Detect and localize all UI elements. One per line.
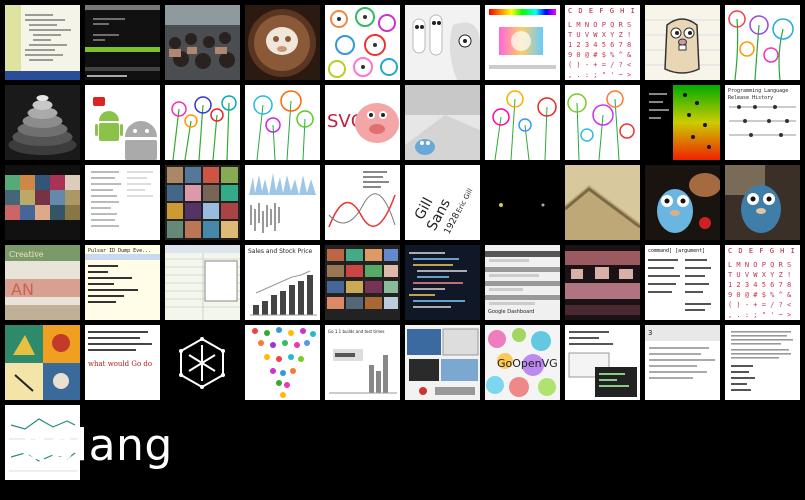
tile-gopher-sticks[interactable] bbox=[405, 5, 480, 80]
svg-text:L M N O P Q R S: L M N O P Q R S bbox=[728, 261, 791, 269]
tile-doc-page[interactable]: 3 bbox=[645, 325, 720, 400]
tile-text-waves[interactable] bbox=[325, 165, 400, 240]
stock-chart-title: Sales and Stock Price bbox=[248, 248, 313, 255]
tile-flower-burst[interactable] bbox=[725, 5, 800, 80]
tile-quote[interactable]: what would Go do bbox=[85, 325, 160, 400]
tile-blur-photo[interactable] bbox=[565, 165, 640, 240]
tile-google-dashboard[interactable]: Google Dashboard bbox=[485, 245, 560, 320]
tile-photo-mosaic[interactable] bbox=[5, 165, 80, 240]
tile-confetti-funnel[interactable] bbox=[245, 325, 320, 400]
tile-color-picker[interactable] bbox=[485, 5, 560, 80]
gopenvg-label: GoOpenVG bbox=[497, 357, 558, 370]
tile-gopher-photo[interactable] bbox=[405, 85, 480, 160]
tile-color-dots[interactable] bbox=[645, 85, 720, 160]
tile-logo-pattern[interactable] bbox=[165, 325, 240, 400]
svg-text:, . : ; " ' ~ >: , . : ; " ' ~ > bbox=[728, 311, 791, 319]
tile-command-list[interactable]: command] [argument] bbox=[645, 245, 720, 320]
google-dashboard-title: Google Dashboard bbox=[488, 309, 535, 315]
tile-audience-photo[interactable] bbox=[165, 5, 240, 80]
tile-gopher-plush[interactable] bbox=[725, 165, 800, 240]
thumbnail-grid: C D E F G H I J K L M N O P Q R S T U V W… bbox=[5, 5, 805, 480]
svg-text:9 0 @ # $ % ^ &: 9 0 @ # $ % ^ & bbox=[728, 291, 792, 299]
svg-text:( ) - + = / ? <: ( ) - + = / ? < bbox=[728, 301, 791, 309]
tile-text-doc[interactable] bbox=[725, 325, 800, 400]
tile-colorful-flowers[interactable] bbox=[325, 5, 400, 80]
tile-code-screen[interactable] bbox=[405, 245, 480, 320]
tile-flower-field-4[interactable] bbox=[565, 85, 640, 160]
gallery-caption: golang bbox=[20, 420, 173, 471]
tile-dark-dots[interactable] bbox=[485, 165, 560, 240]
tile-gopenvg-bubbles[interactable]: GoOpenVG bbox=[485, 325, 560, 400]
tile-font-chart[interactable]: C D E F G H I J K L M N O P Q R S T U V W… bbox=[565, 5, 640, 80]
tile-gill-sans[interactable]: Gill Sans 1928 Eric Gill bbox=[405, 165, 480, 240]
tile-film-strip[interactable] bbox=[325, 245, 400, 320]
tile-bar-report[interactable]: Go 1.1 builds and test times bbox=[325, 325, 400, 400]
command-list-title: command] [argument] bbox=[648, 248, 706, 254]
pulsar-title: Pulsar ID Dump Eve... bbox=[88, 248, 152, 254]
tile-stock-chart[interactable]: Sales and Stock Price bbox=[245, 245, 320, 320]
svg-text:1 2 3 4 5 6 7 8: 1 2 3 4 5 6 7 8 bbox=[568, 41, 631, 49]
tile-latte-art[interactable] bbox=[245, 5, 320, 80]
tile-stamp-collage[interactable] bbox=[5, 325, 80, 400]
tile-pulsar[interactable]: Pulsar ID Dump Eve... bbox=[85, 245, 160, 320]
svg-text:( ) - + = / ? <: ( ) - + = / ? < bbox=[568, 61, 631, 69]
tile-terminal[interactable] bbox=[85, 5, 160, 80]
tile-desktop-screens[interactable] bbox=[405, 325, 480, 400]
tile-spreadsheet[interactable] bbox=[165, 245, 240, 320]
tile-gradient-cone[interactable] bbox=[5, 85, 80, 160]
tile-code-editor[interactable] bbox=[5, 5, 80, 80]
tile-svg-pig[interactable]: SVG bbox=[325, 85, 400, 160]
tile-flower-field-1[interactable] bbox=[165, 85, 240, 160]
tile-creative-banner[interactable]: Creative AN bbox=[5, 245, 80, 320]
tile-flower-field-3[interactable] bbox=[485, 85, 560, 160]
font-chart-2-label: C D E F G H I J K bbox=[728, 247, 796, 255]
tile-flower-field-2[interactable] bbox=[245, 85, 320, 160]
svg-label: SVG bbox=[327, 111, 365, 132]
svg-text:L M N O P Q R S: L M N O P Q R S bbox=[568, 21, 631, 29]
tile-pixel-photo[interactable] bbox=[565, 245, 640, 320]
tile-notes-window[interactable] bbox=[565, 325, 640, 400]
language-history-title: Programming Language Release History bbox=[728, 88, 789, 101]
tile-gopher-sketch[interactable] bbox=[645, 5, 720, 80]
tile-blue-gopher[interactable] bbox=[645, 165, 720, 240]
tile-language-history[interactable]: Programming Language Release History bbox=[725, 85, 800, 160]
svg-text:AN: AN bbox=[11, 280, 34, 299]
tile-list-view[interactable] bbox=[85, 165, 160, 240]
tile-line-chart[interactable] bbox=[5, 405, 80, 480]
svg-text:9 0 @ # $ % ^ &: 9 0 @ # $ % ^ & bbox=[568, 51, 632, 59]
svg-text:T U V W X Y Z !: T U V W X Y Z ! bbox=[568, 31, 631, 39]
bar-report-title: Go 1.1 builds and test times bbox=[328, 329, 385, 334]
svg-text:, . : ; " ' ~ >: , . : ; " ' ~ > bbox=[568, 71, 631, 79]
tile-wave-chart[interactable] bbox=[245, 165, 320, 240]
quote-text: what would Go do bbox=[88, 360, 153, 368]
svg-text:3: 3 bbox=[648, 329, 652, 337]
tile-android-robots[interactable] bbox=[85, 85, 160, 160]
tile-photo-grid[interactable] bbox=[165, 165, 240, 240]
svg-text:T U V W X Y Z !: T U V W X Y Z ! bbox=[728, 271, 791, 279]
font-chart-label: C D E F G H I J K bbox=[568, 7, 636, 15]
svg-text:Creative: Creative bbox=[9, 250, 44, 259]
svg-text:1 2 3 4 5 6 7 8: 1 2 3 4 5 6 7 8 bbox=[728, 281, 791, 289]
tile-font-chart-2[interactable]: C D E F G H I J K L M N O P Q R S T U V W… bbox=[725, 245, 800, 320]
